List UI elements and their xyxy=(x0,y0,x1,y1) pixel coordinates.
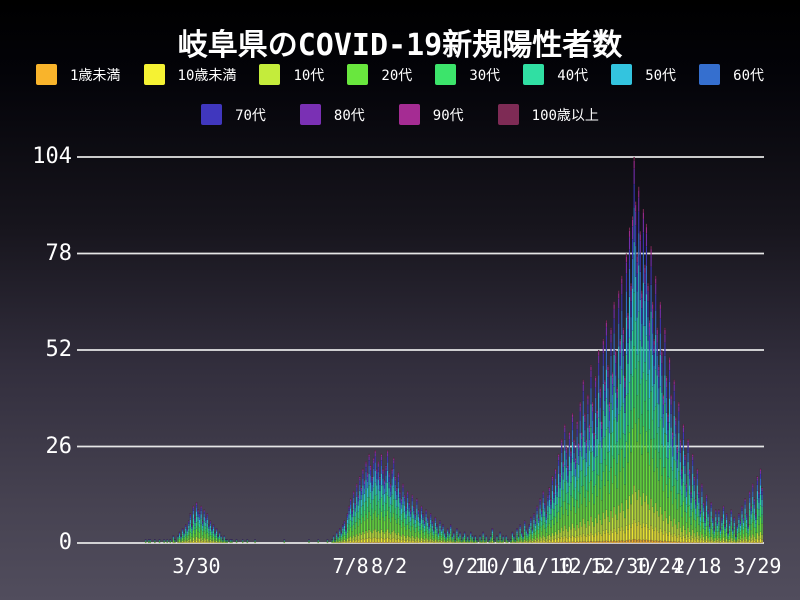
y-axis-label: 26 xyxy=(45,433,73,459)
x-axis-label: 3/29 xyxy=(733,554,782,578)
legend-label: 100歳以上 xyxy=(531,107,599,124)
legend-item-70代: 70代 xyxy=(201,104,266,125)
legend-item-10歳未満: 10歳未満 xyxy=(143,64,237,85)
legend-swatch-icon xyxy=(611,64,633,85)
legend-row-2: 70代 80代 90代 100歳以上 xyxy=(0,104,800,125)
legend-swatch-icon xyxy=(143,64,165,85)
legend-item-30代: 30代 xyxy=(435,64,500,85)
legend-swatch-icon xyxy=(36,64,57,85)
legend-label: 10歳未満 xyxy=(177,67,237,84)
legend-label: 20代 xyxy=(381,67,413,84)
legend-swatch-icon xyxy=(497,104,519,125)
x-axis-label: 2/18 xyxy=(673,554,722,578)
legend-label: 80代 xyxy=(333,107,365,124)
x-axis-label: 1/24 xyxy=(634,554,683,578)
y-axis-label: 0 xyxy=(58,530,72,555)
legend-row-1: 1歳未満 10歳未満 10代 20代 30代 40代 50代 60代 xyxy=(36,64,764,85)
legend-item-1歳未満: 1歳未満 xyxy=(36,64,120,85)
x-axis-label: 8/2 xyxy=(371,554,408,578)
legend-item-20代: 20代 xyxy=(347,64,412,85)
legend-item-50代: 50代 xyxy=(611,64,676,85)
legend-label: 30代 xyxy=(469,67,501,84)
x-axis-label: 11/10 xyxy=(513,554,574,578)
x-axis-label: 7/8 xyxy=(332,554,369,578)
legend-swatch-icon xyxy=(259,64,281,85)
legend-swatch-icon xyxy=(435,64,457,85)
y-axis-label: 52 xyxy=(45,337,73,362)
legend-swatch-icon xyxy=(347,64,369,85)
legend-swatch-icon xyxy=(398,104,420,125)
x-axis-label: 12/30 xyxy=(590,554,651,578)
legend-item-10代: 10代 xyxy=(259,64,324,85)
legend-label: 90代 xyxy=(432,107,464,124)
chart-title: 岐阜県のCOVID-19新規陽性者数 xyxy=(177,28,623,63)
x-axis-label: 3/30 xyxy=(172,554,221,578)
legend-label: 40代 xyxy=(557,67,589,84)
legend-item-80代: 80代 xyxy=(299,104,365,125)
x-axis-label: 10/16 xyxy=(474,554,535,578)
legend-label: 60代 xyxy=(733,67,764,84)
legend-swatch-icon xyxy=(299,104,321,125)
x-axis-label: 9/21 xyxy=(442,554,491,578)
legend-item-40代: 40代 xyxy=(523,64,588,85)
legend-swatch-icon xyxy=(201,104,223,125)
y-axis-label: 78 xyxy=(45,240,73,266)
legend-label: 70代 xyxy=(235,107,266,124)
legend-label: 1歳未満 xyxy=(70,67,121,84)
legend-item-90代: 90代 xyxy=(398,104,464,125)
legend-item-60代: 60代 xyxy=(699,64,764,85)
legend-label: 10代 xyxy=(293,67,325,84)
y-axis-label: 104 xyxy=(32,144,72,169)
legend-label: 50代 xyxy=(645,67,677,84)
legend-swatch-icon xyxy=(523,64,545,85)
legend-item-100歳以上: 100歳以上 xyxy=(497,104,599,125)
legend-swatch-icon xyxy=(699,64,721,85)
x-axis-label: 12/5 xyxy=(557,554,606,578)
